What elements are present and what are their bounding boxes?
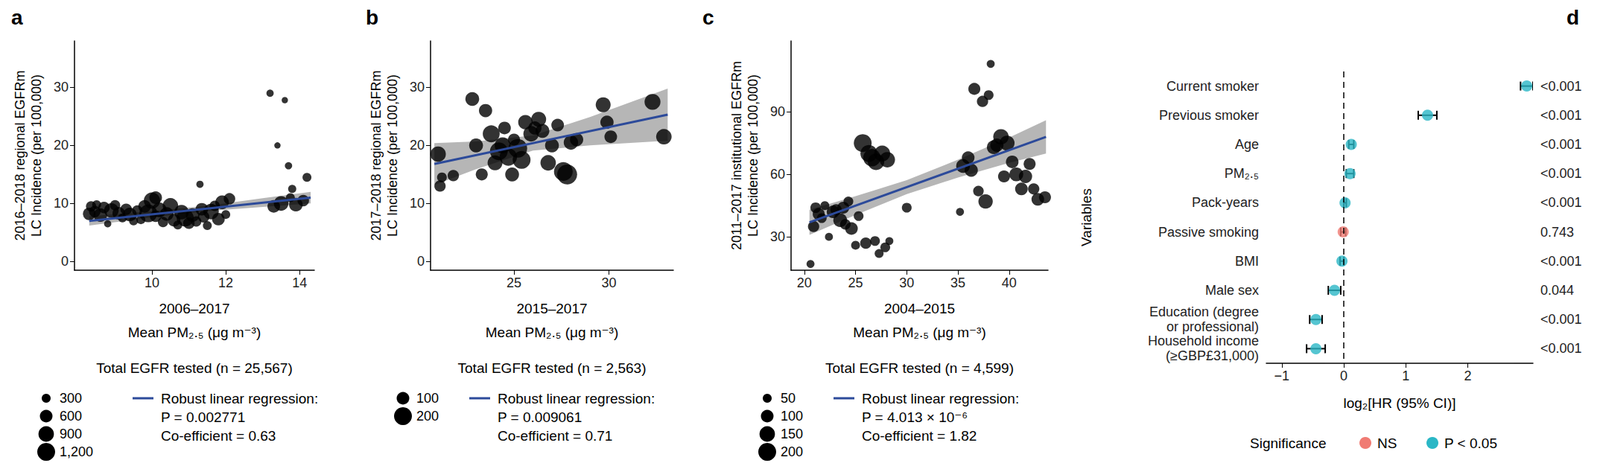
svg-text:Variables: Variables — [1078, 188, 1095, 247]
svg-text:1: 1 — [1401, 368, 1410, 384]
svg-text:Education (degree: Education (degree — [1149, 304, 1259, 320]
svg-text:30: 30 — [899, 275, 914, 291]
svg-text:Total EGFR tested (n = 2,563): Total EGFR tested (n = 2,563) — [458, 360, 647, 377]
svg-text:Passive smoking: Passive smoking — [1158, 224, 1259, 240]
svg-text:12: 12 — [218, 275, 234, 291]
svg-text:2: 2 — [1464, 368, 1472, 384]
svg-text:30: 30 — [770, 229, 786, 245]
svg-text:P = 4.013 × 10⁻⁶: P = 4.013 × 10⁻⁶ — [861, 409, 968, 426]
svg-text:14: 14 — [291, 275, 307, 291]
svg-text:<0.001: <0.001 — [1540, 254, 1583, 269]
svg-text:or professional): or professional) — [1166, 319, 1259, 335]
svg-text:600: 600 — [59, 408, 82, 424]
svg-text:P < 0.05: P < 0.05 — [1444, 435, 1498, 452]
svg-text:BMI: BMI — [1235, 254, 1259, 269]
svg-text:Total EGFR tested (n = 4,599): Total EGFR tested (n = 4,599) — [825, 360, 1014, 377]
svg-text:0.743: 0.743 — [1540, 224, 1574, 240]
svg-text:Significance: Significance — [1249, 435, 1326, 452]
svg-text:25: 25 — [848, 275, 864, 291]
svg-text:2015–2017: 2015–2017 — [516, 300, 587, 317]
svg-text:0: 0 — [1340, 368, 1348, 384]
svg-text:NS: NS — [1377, 435, 1397, 452]
svg-text:LC Incidence (per 100,000): LC Incidence (per 100,000) — [385, 74, 400, 237]
svg-text:Robust linear regression:: Robust linear regression: — [160, 391, 319, 407]
svg-text:<0.001: <0.001 — [1540, 108, 1583, 123]
svg-text:200: 200 — [780, 444, 803, 460]
svg-text:P = 0.002771: P = 0.002771 — [160, 409, 246, 426]
svg-text:10: 10 — [53, 195, 69, 211]
svg-text:Co-efficient = 0.63: Co-efficient = 0.63 — [160, 428, 276, 444]
svg-text:PM₂.₅: PM₂.₅ — [1224, 166, 1259, 182]
svg-text:log₂[HR (95% CI)]: log₂[HR (95% CI)] — [1343, 395, 1457, 412]
svg-text:100: 100 — [780, 408, 803, 424]
svg-text:300: 300 — [59, 391, 82, 406]
svg-text:10: 10 — [409, 195, 425, 211]
svg-text:d: d — [1566, 5, 1580, 30]
svg-text:<0.001: <0.001 — [1540, 312, 1583, 328]
svg-text:Co-efficient = 1.82: Co-efficient = 1.82 — [861, 428, 977, 444]
svg-text:Robust linear regression:: Robust linear regression: — [497, 391, 655, 407]
svg-text:Previous smoker: Previous smoker — [1159, 108, 1259, 123]
svg-text:b: b — [365, 5, 379, 30]
svg-text:2017–2018 regional EGFRm: 2017–2018 regional EGFRm — [368, 70, 384, 241]
svg-text:0: 0 — [61, 254, 69, 269]
svg-text:90: 90 — [770, 104, 786, 120]
svg-text:150: 150 — [780, 426, 803, 442]
svg-text:<0.001: <0.001 — [1540, 78, 1583, 94]
svg-text:(≥GBP£31,000): (≥GBP£31,000) — [1165, 348, 1259, 364]
svg-text:900: 900 — [59, 426, 82, 442]
svg-text:35: 35 — [950, 275, 966, 291]
svg-text:25: 25 — [506, 275, 522, 291]
svg-text:0: 0 — [417, 254, 425, 269]
svg-text:Mean PM₂.₅ (μg m⁻³): Mean PM₂.₅ (μg m⁻³) — [852, 324, 987, 341]
svg-text:c: c — [702, 5, 715, 30]
svg-text:<0.001: <0.001 — [1540, 166, 1583, 182]
svg-text:50: 50 — [780, 391, 796, 406]
svg-text:a: a — [11, 5, 24, 30]
svg-text:30: 30 — [409, 79, 425, 95]
svg-text:30: 30 — [601, 275, 617, 291]
svg-text:LC Incidence (per 100,000): LC Incidence (per 100,000) — [29, 74, 44, 237]
svg-text:40: 40 — [1001, 275, 1017, 291]
svg-text:10: 10 — [144, 275, 160, 291]
svg-text:Age: Age — [1235, 137, 1259, 152]
svg-text:Pack-years: Pack-years — [1191, 195, 1259, 211]
svg-text:−1: −1 — [1274, 368, 1291, 384]
svg-text:60: 60 — [770, 166, 786, 182]
svg-text:20: 20 — [797, 275, 812, 291]
svg-text:Mean PM₂.₅ (μg m⁻³): Mean PM₂.₅ (μg m⁻³) — [128, 324, 262, 341]
svg-text:LC Incidence (per 100,000): LC Incidence (per 100,000) — [745, 74, 761, 237]
svg-text:2006–2017: 2006–2017 — [158, 300, 230, 317]
svg-text:Mean PM₂.₅ (μg m⁻³): Mean PM₂.₅ (μg m⁻³) — [485, 324, 619, 341]
svg-text:<0.001: <0.001 — [1540, 341, 1583, 357]
svg-text:20: 20 — [409, 137, 425, 153]
svg-text:<0.001: <0.001 — [1540, 137, 1583, 152]
svg-text:2004–2015: 2004–2015 — [884, 300, 955, 317]
svg-text:100: 100 — [416, 391, 439, 406]
svg-text:200: 200 — [416, 408, 439, 424]
svg-text:0.044: 0.044 — [1540, 283, 1574, 298]
svg-text:Household income: Household income — [1147, 333, 1259, 349]
svg-text:1,200: 1,200 — [59, 444, 94, 460]
svg-text:2016–2018 regional EGFRm: 2016–2018 regional EGFRm — [12, 70, 28, 241]
svg-text:<0.001: <0.001 — [1540, 195, 1583, 211]
svg-text:Robust linear regression:: Robust linear regression: — [861, 391, 1019, 407]
svg-text:Co-efficient = 0.71: Co-efficient = 0.71 — [497, 428, 613, 444]
svg-text:Total EGFR tested (n = 25,567): Total EGFR tested (n = 25,567) — [96, 360, 293, 377]
svg-text:P = 0.009061: P = 0.009061 — [497, 409, 582, 426]
svg-text:Current smoker: Current smoker — [1166, 78, 1259, 94]
svg-text:30: 30 — [53, 79, 69, 95]
svg-text:Male sex: Male sex — [1205, 283, 1259, 298]
svg-text:20: 20 — [53, 137, 69, 153]
svg-text:2011–2017 institutional EGFRm: 2011–2017 institutional EGFRm — [729, 61, 745, 251]
